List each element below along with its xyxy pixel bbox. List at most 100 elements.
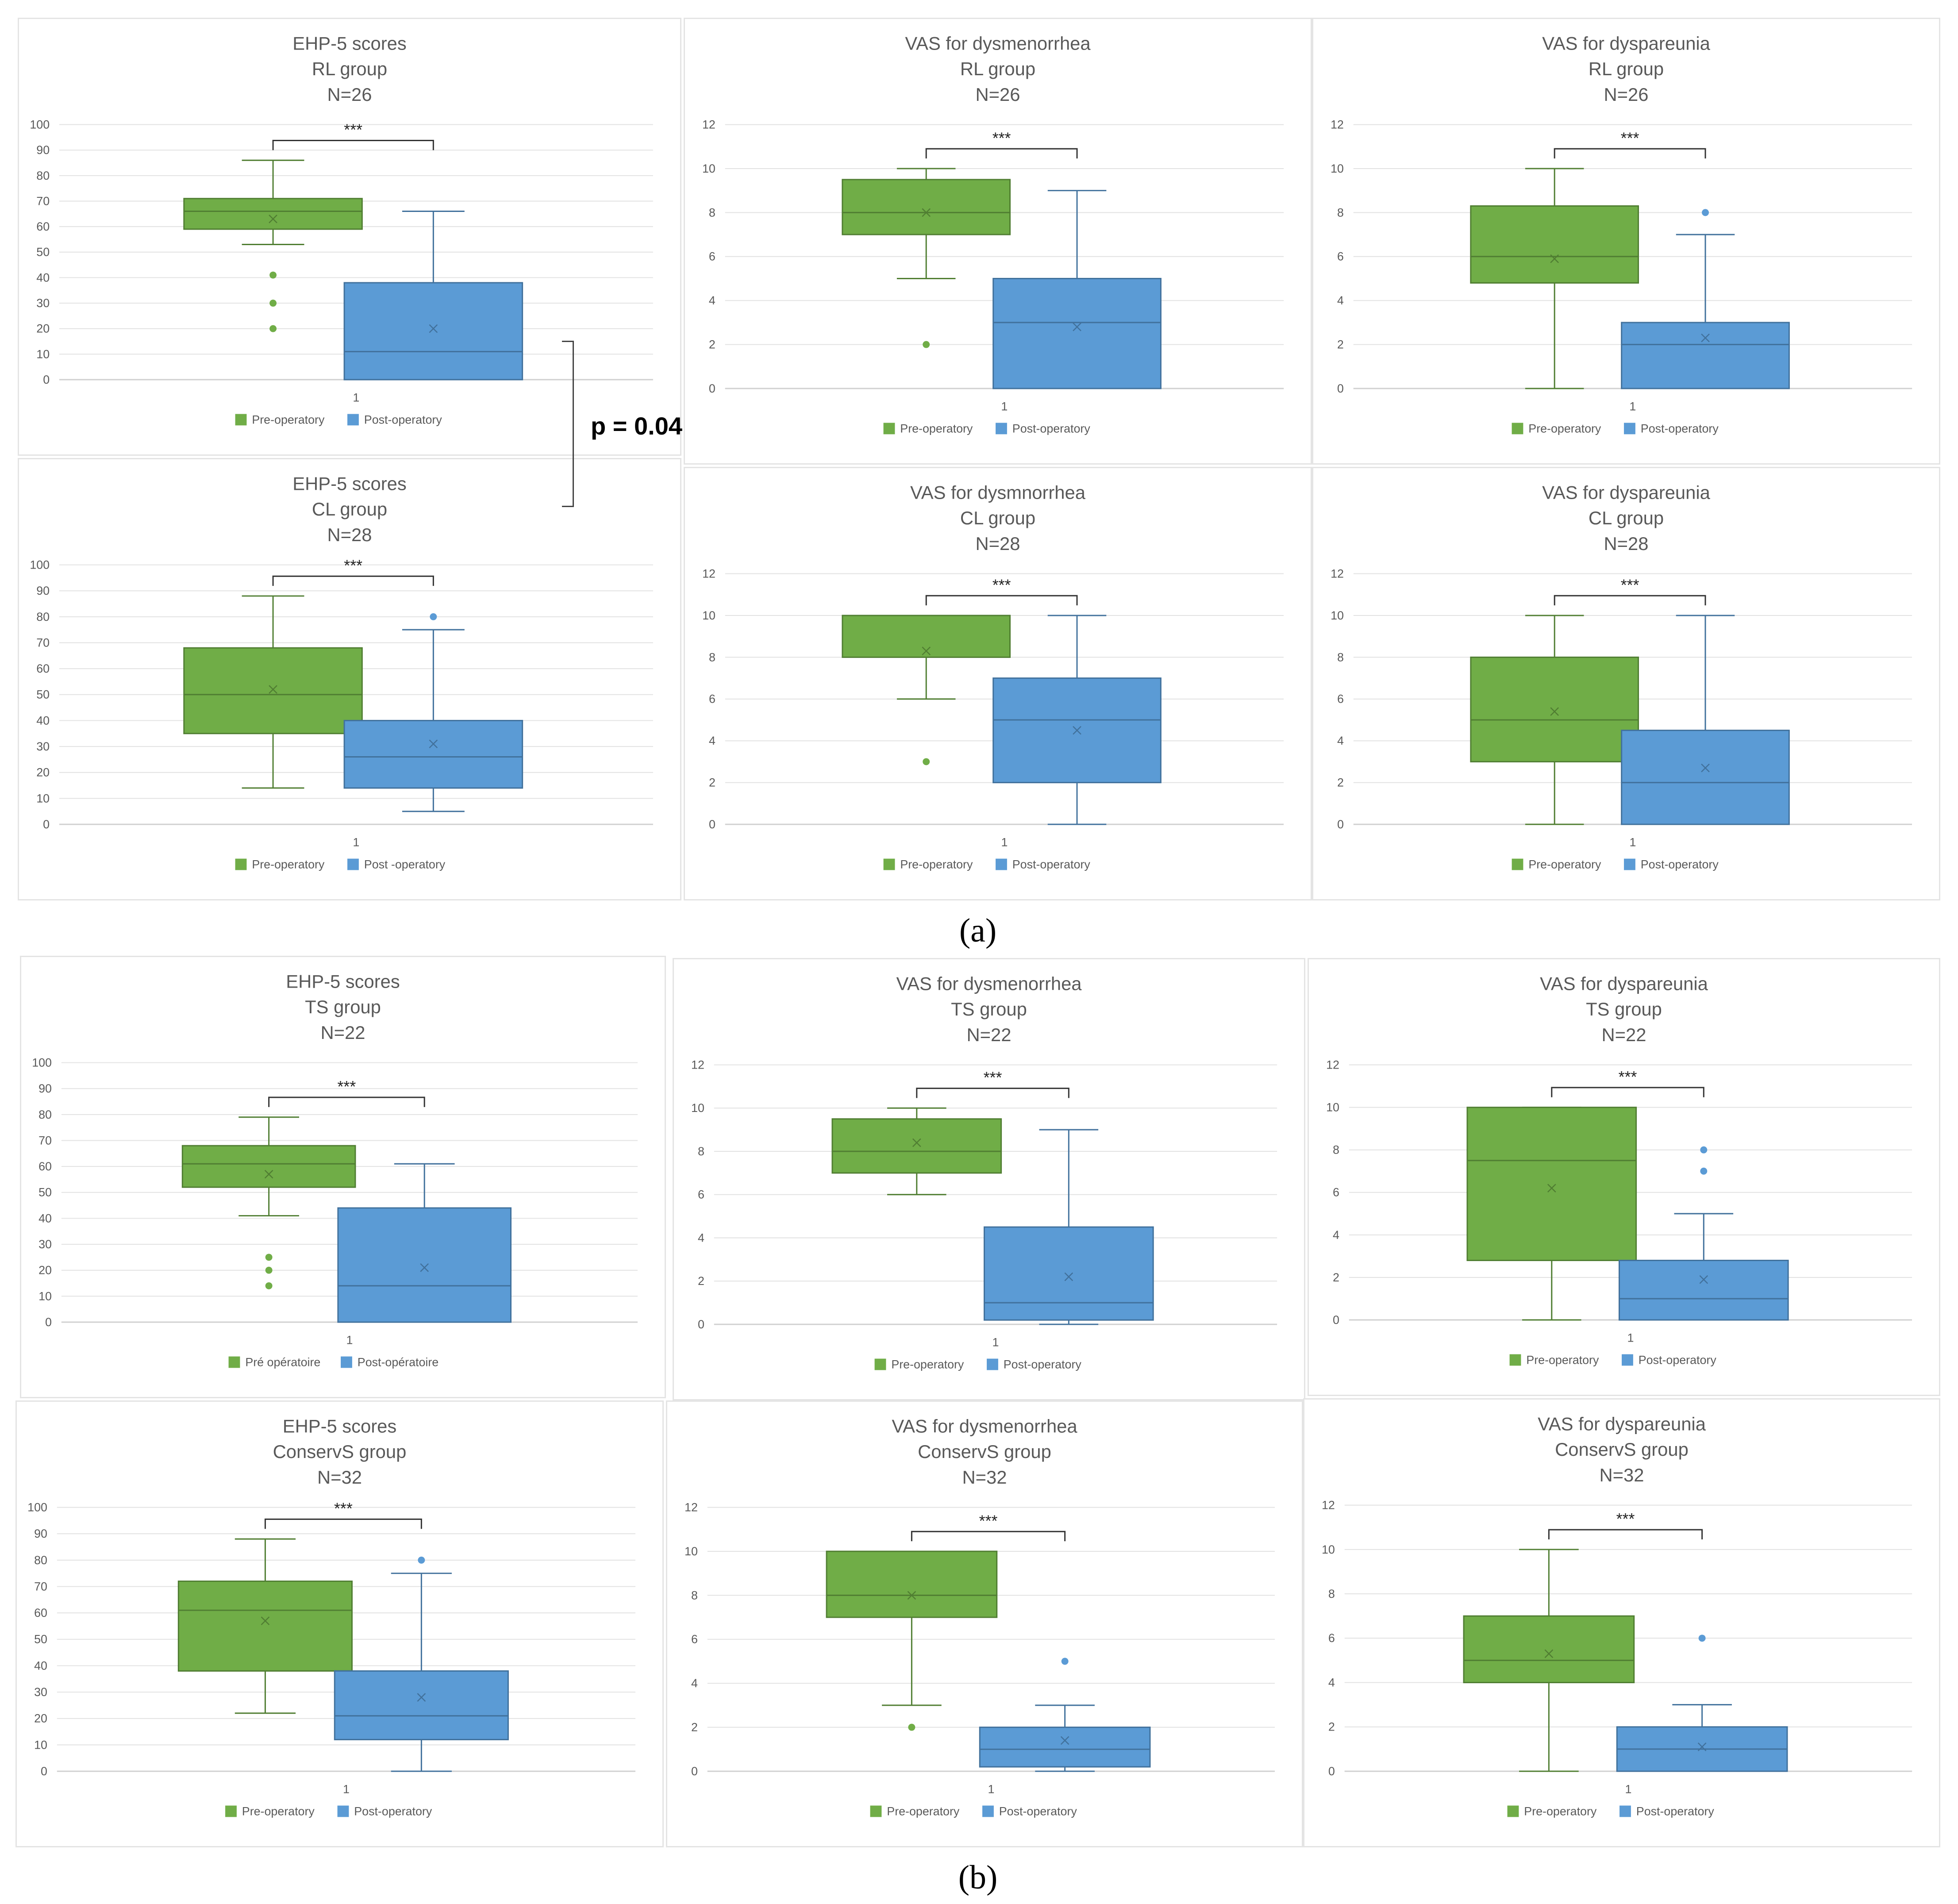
box-iqr: [334, 1670, 509, 1740]
box-iqr: [177, 1581, 353, 1672]
chart-svg: VAS for dyspareunia ConservS group N=32 0 2 4…: [1322, 1414, 1912, 1818]
y-tick-label: 30: [36, 296, 50, 310]
y-tick-label: 70: [34, 1580, 47, 1593]
y-tick-label: 60: [38, 1160, 52, 1173]
box-pre: [1470, 168, 1639, 389]
mean-marker: [429, 324, 438, 333]
chart-n-label: N=28: [1604, 533, 1649, 554]
y-tick-label: 10: [702, 162, 715, 175]
legend-swatch-post: [337, 1805, 349, 1817]
chart-subtitle: ConservS group: [918, 1441, 1051, 1462]
box-iqr: [842, 179, 1011, 235]
mean-marker: [264, 1169, 273, 1179]
significance-bracket: [264, 1518, 422, 1529]
box-iqr: [343, 282, 523, 381]
significance-label: ***: [344, 557, 362, 574]
legend-label-pre: Pre-operatory: [1524, 1804, 1597, 1818]
y-tick-label: 30: [34, 1685, 47, 1699]
mean-marker: [420, 1263, 429, 1272]
legend-swatch-post: [1619, 1805, 1631, 1817]
legend-swatch-pre: [1512, 858, 1523, 870]
significance-label: ***: [992, 129, 1011, 147]
y-tick-label: 0: [1337, 382, 1344, 395]
y-tick-label: 10: [691, 1101, 704, 1115]
y-tick-label: 10: [702, 609, 715, 622]
outlier-point: [265, 1266, 273, 1274]
y-tick-label: 2: [1328, 1720, 1335, 1734]
chart-panel-a2: VAS for dysmenorrhea RL group N=26 0 2 4 6 8 10 1…: [684, 18, 1312, 465]
chart-svg: EHP-5 scores RL group N=26 0 10 20 30 40 50 60 70 8…: [30, 33, 653, 426]
legend-swatch-post: [987, 1358, 998, 1370]
legend-label-post: Post-operatory: [364, 413, 442, 426]
box-pre: [181, 1116, 356, 1289]
legend-label-pre: Pré opératoire: [245, 1355, 320, 1369]
mean-marker: [907, 1591, 916, 1600]
y-tick-label: 70: [36, 636, 50, 649]
mean-marker: [1699, 1275, 1708, 1284]
significance-bracket: [1554, 148, 1706, 159]
y-tick-label: 12: [1331, 118, 1344, 131]
mean-marker: [269, 215, 277, 223]
legend-swatch-pre: [870, 1805, 882, 1817]
box-post: [343, 613, 523, 812]
chart-n-label: N=26: [976, 84, 1020, 105]
y-tick-label: 100: [27, 1501, 47, 1514]
significance-bracket: [272, 140, 434, 150]
y-tick-label: 50: [36, 688, 50, 701]
box-iqr: [181, 1145, 356, 1188]
y-tick-label: 12: [1331, 567, 1344, 580]
mean-marker: [922, 208, 931, 217]
legend-swatch-post: [1622, 1354, 1633, 1366]
chart-title: VAS for dysmnorrhea: [910, 482, 1086, 503]
box-pre: [1466, 1107, 1637, 1321]
y-tick-label: 4: [1337, 734, 1344, 747]
y-tick-label: 70: [36, 194, 50, 208]
box-iqr: [1618, 1260, 1789, 1321]
chart-panel-b5: VAS for dysmenorrhea ConservS group N=32 0 2…: [666, 1400, 1303, 1847]
y-tick-label: 4: [709, 294, 715, 307]
y-tick-label: 2: [691, 1721, 698, 1734]
chart-svg: VAS for dyspareunia TS group N=22 0 2 4 6 8 10 12…: [1326, 973, 1912, 1366]
chart-subtitle: CL group: [960, 508, 1035, 528]
box-post: [992, 190, 1162, 389]
box-iqr: [1470, 205, 1639, 284]
box-post: [334, 1556, 509, 1772]
y-tick-label: 8: [1333, 1143, 1339, 1157]
y-tick-label: 60: [34, 1606, 47, 1619]
y-tick-label: 4: [1337, 294, 1344, 307]
box-iqr: [826, 1550, 998, 1618]
significance-bracket: [272, 575, 434, 586]
legend-label-post: Post-operatory: [1004, 1358, 1082, 1371]
legend-label-post: Post-operatory: [1641, 422, 1719, 435]
legend-swatch-pre: [1507, 1805, 1519, 1817]
legend-label-post: Post -operatory: [364, 858, 446, 871]
y-tick-label: 10: [36, 792, 50, 805]
chart-title: EHP-5 scores: [283, 1416, 397, 1437]
chart-subtitle: CL group: [312, 499, 387, 519]
chart-panel-a3: VAS for dyspareunia RL group N=26 0 2 4 6 8 10 12…: [1312, 18, 1940, 465]
y-tick-label: 6: [1337, 692, 1344, 706]
legend-label-post: Post-operatory: [1012, 422, 1091, 435]
x-tick-label: 1: [346, 1334, 353, 1347]
chart-n-label: N=22: [321, 1022, 365, 1043]
significance-label: ***: [1619, 1068, 1637, 1086]
y-tick-label: 2: [698, 1274, 704, 1288]
chart-subtitle: RL group: [960, 58, 1035, 79]
mean-marker: [1701, 333, 1710, 342]
y-tick-label: 8: [698, 1145, 704, 1158]
box-iqr: [183, 198, 363, 230]
y-tick-label: 6: [698, 1188, 704, 1201]
x-tick-label: 1: [1625, 1783, 1631, 1796]
box-pre: [1470, 615, 1639, 825]
legend-label-post: Post-operatory: [1641, 858, 1719, 871]
chart-n-label: N=28: [976, 533, 1020, 554]
chart-n-label: N=32: [317, 1467, 362, 1488]
y-tick-label: 0: [1333, 1313, 1339, 1327]
legend-label-post: Post-operatory: [999, 1804, 1077, 1818]
legend-label-post: Post-operatory: [354, 1804, 432, 1818]
y-tick-label: 0: [709, 382, 715, 395]
chart-svg: VAS for dyspareunia CL group N=28 0 2 4 6 8 10 12…: [1331, 482, 1912, 871]
x-tick-label: 1: [992, 1336, 999, 1349]
y-tick-label: 2: [709, 776, 715, 789]
outlier-point: [430, 613, 437, 620]
